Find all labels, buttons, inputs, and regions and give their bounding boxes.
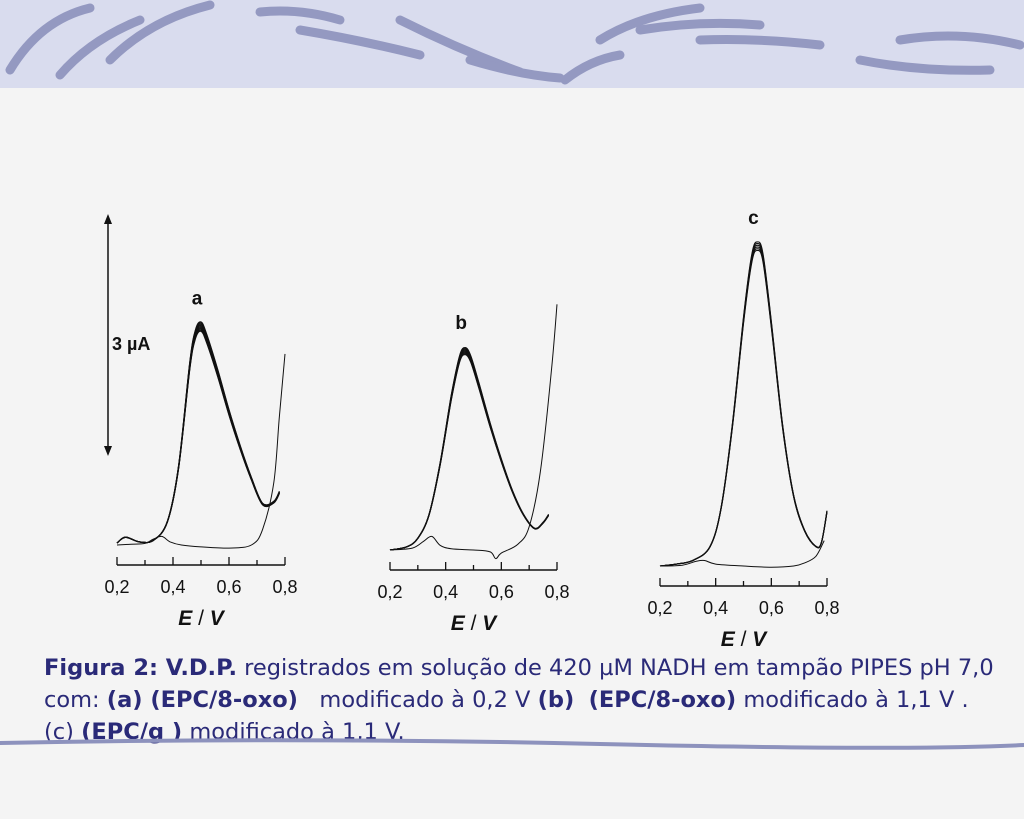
x-axis-label: E / V (451, 612, 499, 635)
voltammogram-panel-a: 0,2 0,4 0,6 0,8 E / V a (104, 289, 297, 630)
voltammogram-scan-curve (116, 325, 280, 544)
current-scale-bar: 3 µA (104, 214, 150, 456)
x-tick-label: 0,6 (489, 582, 514, 602)
voltammogram-scan-curve (389, 352, 550, 551)
voltammogram-scan-curve (389, 348, 550, 551)
caption-text-2: modificado à 0,2 V (297, 687, 538, 713)
caption-electrode-b: (EPC/8-oxo) (588, 687, 737, 713)
voltammogram-scan-curve (116, 330, 280, 544)
x-tick-label: 0,6 (216, 577, 241, 597)
voltammogram-scan-curve (116, 324, 280, 544)
voltammogram-panel-b: 0,2 0,4 0,6 0,8 E / V b (377, 304, 570, 635)
voltammogram-scan-curve (116, 321, 280, 544)
caption-sep-b (574, 687, 588, 713)
panel-label-c: c (748, 208, 759, 229)
x-tick-label: 0,8 (272, 577, 297, 597)
voltammogram-scan-curve (659, 243, 828, 567)
x-tick-label: 0,8 (544, 582, 569, 602)
caption-figure-label: Figura 2: V.D.P. (44, 655, 237, 681)
voltammogram-scan-curve (116, 322, 280, 544)
scale-bar-label: 3 µA (112, 334, 150, 354)
voltammogram-panel-c: 0,2 0,4 0,6 0,8 E / V c (647, 208, 839, 651)
voltammogram-scan-curve (389, 354, 550, 551)
voltammogram-scan-curve (116, 323, 280, 544)
voltammogram-scan-curve (659, 246, 828, 567)
x-tick-label: 0,4 (433, 582, 458, 602)
voltammogram-scan-curve (389, 349, 550, 551)
x-tick-label: 0,2 (647, 598, 672, 618)
x-tick-label: 0,2 (377, 582, 402, 602)
x-tick-label: 0,2 (104, 577, 129, 597)
panel-label-b: b (455, 313, 467, 334)
voltammogram-scan-curve (659, 241, 828, 567)
voltammogram-scan-curve (389, 350, 550, 551)
caption-label-b: (b) (537, 687, 575, 713)
voltammogram-scan-curve (389, 347, 550, 551)
voltammogram-scan-curve (659, 248, 828, 567)
x-tick-label: 0,4 (703, 598, 728, 618)
blank-curve (659, 540, 825, 568)
x-tick-label: 0,6 (759, 598, 784, 618)
voltammogram-scan-curve (116, 328, 280, 544)
x-axis-label: E / V (178, 607, 226, 630)
decorative-banner (0, 0, 1024, 88)
x-tick-label: 0,8 (814, 598, 839, 618)
voltammogram-scan-curve (389, 353, 550, 551)
voltammogram-scan-curve (659, 249, 828, 567)
caption-text-1: registrados em solução de 420 µM NADH em… (44, 655, 994, 713)
voltammogram-scan-curve (116, 327, 280, 544)
blank-curve (116, 353, 286, 549)
figure-area: 3 µA 0,2 0,4 0,6 0,8 E / V a 0,2 0,4 0,6 0,8 E / V… (0, 88, 1024, 658)
decorative-footer-stroke (0, 738, 1024, 750)
x-axis-label: E / V (721, 628, 769, 651)
x-tick-label: 0,4 (160, 577, 185, 597)
caption-text-3: modificado à 1,1 V . (c) (44, 687, 969, 745)
panel-label-a: a (192, 289, 203, 310)
voltammogram-scan-curve (116, 326, 280, 544)
brush-stroke-decoration (5, 0, 1024, 85)
voltammogram-figure: 3 µA 0,2 0,4 0,6 0,8 E / V a 0,2 0,4 0,6 0,8 E / V… (104, 208, 840, 651)
voltammogram-scan-curve (116, 329, 280, 544)
voltammogram-scan-curve (389, 351, 550, 551)
caption-electrode-a: (a) (EPC/8-oxo) (106, 687, 298, 713)
figure-caption: Figura 2: V.D.P. registrados em solução … (44, 652, 1004, 748)
voltammogram-scan-curve (659, 244, 828, 567)
blank-curve (389, 304, 558, 560)
